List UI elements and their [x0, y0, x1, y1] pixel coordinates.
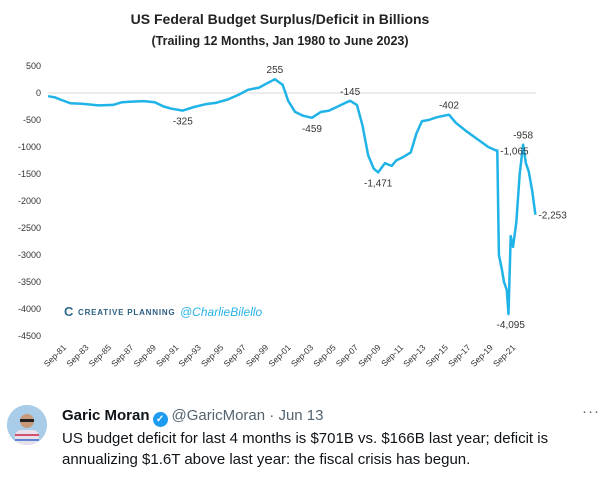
x-tick-label: Sep-87 — [109, 342, 136, 369]
data-label: 255 — [267, 65, 284, 76]
verified-badge-icon: ✓ — [152, 412, 168, 427]
tweet-header: Garic Moran ✓ @GaricMoran · Jun 13 — [62, 407, 323, 427]
y-tick-label: 500 — [26, 61, 41, 71]
data-label: -402 — [439, 101, 459, 112]
x-tick-label: Sep-91 — [154, 342, 181, 369]
y-tick-label: 0 — [36, 88, 41, 98]
x-tick-label: Sep-05 — [311, 342, 338, 369]
tweet-text: US budget deficit for last 4 months is $… — [62, 430, 549, 468]
y-tick-label: -500 — [23, 115, 41, 125]
x-tick-label: Sep-09 — [356, 342, 383, 369]
budget-chart: US Federal Budget Surplus/Deficit in Bil… — [18, 11, 567, 369]
y-tick-label: -3500 — [18, 277, 41, 287]
data-label: -459 — [302, 124, 322, 135]
data-label: -145 — [340, 87, 360, 98]
data-label: -1,065 — [500, 147, 529, 158]
y-tick-label: -2000 — [18, 196, 41, 206]
x-tick-label: Sep-07 — [334, 342, 361, 369]
x-tick-label: Sep-99 — [244, 342, 271, 369]
avatar[interactable] — [7, 405, 47, 445]
x-tick-label: Sep-13 — [401, 342, 428, 369]
tweet: Garic Moran ✓ @GaricMoran · Jun 13 ··· US … — [0, 395, 612, 479]
watermark-handle: @CharlieBilello — [180, 305, 263, 319]
more-options-icon[interactable]: ··· — [582, 403, 600, 420]
data-label: -4,095 — [497, 320, 526, 331]
x-tick-label: Sep-21 — [491, 342, 518, 369]
y-tick-label: -2500 — [18, 223, 41, 233]
data-label: -958 — [513, 131, 533, 142]
x-tick-label: Sep-93 — [176, 342, 203, 369]
x-tick-label: Sep-11 — [379, 342, 405, 368]
x-tick-label: Sep-81 — [42, 342, 69, 369]
y-tick-label: -4000 — [18, 304, 41, 314]
x-tick-label: Sep-17 — [446, 342, 473, 369]
x-tick-label: Sep-83 — [64, 342, 91, 369]
x-tick-label: Sep-15 — [424, 342, 451, 369]
y-tick-label: -1000 — [18, 142, 41, 152]
creative-planning-logo-icon: C — [64, 304, 74, 319]
x-tick-label: Sep-89 — [132, 342, 159, 369]
y-tick-label: -4500 — [18, 331, 41, 341]
x-tick-label: Sep-03 — [289, 342, 316, 369]
author-name[interactable]: Garic Moran — [62, 407, 150, 424]
series-line — [47, 77, 537, 316]
x-tick-label: Sep-85 — [87, 342, 114, 369]
y-tick-label: -3000 — [18, 250, 41, 260]
data-label: -1,471 — [364, 178, 393, 189]
data-label: -325 — [173, 117, 193, 128]
x-tick-label: Sep-01 — [266, 342, 293, 369]
x-tick-label: Sep-97 — [221, 342, 248, 369]
author-handle-date[interactable]: @GaricMoran · Jun 13 — [171, 407, 324, 424]
x-tick-label: Sep-95 — [199, 342, 226, 369]
data-label: -2,253 — [538, 211, 567, 222]
chart-title: US Federal Budget Surplus/Deficit in Bil… — [131, 11, 430, 27]
watermark: C CREATIVE PLANNING @CharlieBilello — [64, 304, 263, 319]
y-tick-label: -1500 — [18, 169, 41, 179]
chart-subtitle: (Trailing 12 Months, Jan 1980 to June 20… — [151, 34, 408, 48]
watermark-brand: CREATIVE PLANNING — [78, 308, 175, 317]
x-tick-label: Sep-19 — [468, 342, 495, 369]
